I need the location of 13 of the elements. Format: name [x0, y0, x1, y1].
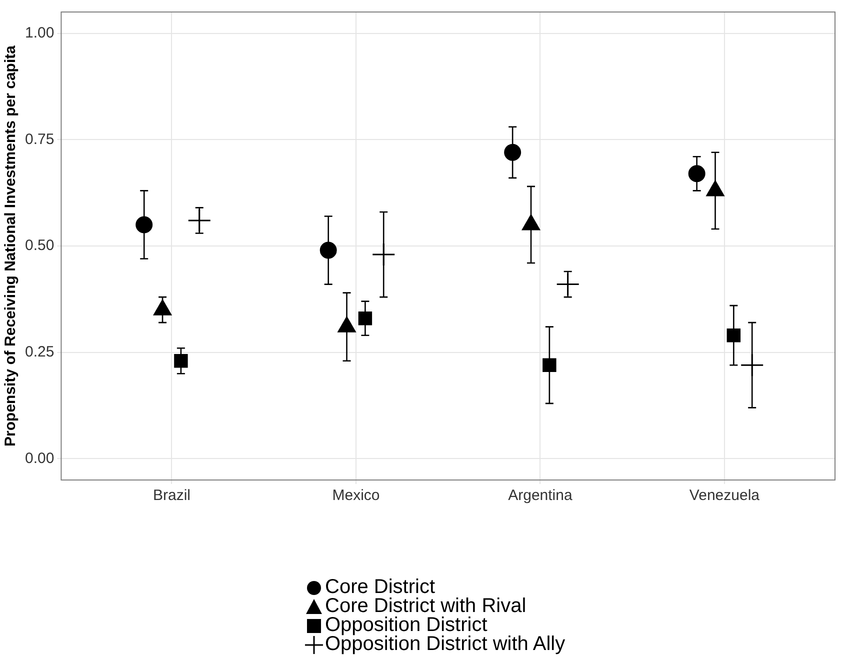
x-tick-label: Argentina: [508, 487, 573, 504]
legend-label: Core District with Rival: [325, 595, 526, 617]
x-tick-label: Brazil: [152, 487, 190, 504]
y-tick-label: 0.75: [24, 130, 54, 148]
y-tick-label: 0.50: [24, 237, 54, 254]
y-tick-label: 0.00: [24, 450, 54, 467]
x-tick-label: Venezuela: [689, 487, 760, 504]
x-tick-label: Mexico: [332, 487, 380, 504]
y-tick-label: 0.25: [24, 344, 54, 361]
y-tick-label: 1.00: [24, 24, 54, 42]
legend-label: Opposition District: [325, 614, 488, 636]
y-axis-title: Propensity of Receiving National Investments per capita: [2, 44, 20, 446]
legend-label: Core District: [325, 576, 436, 598]
